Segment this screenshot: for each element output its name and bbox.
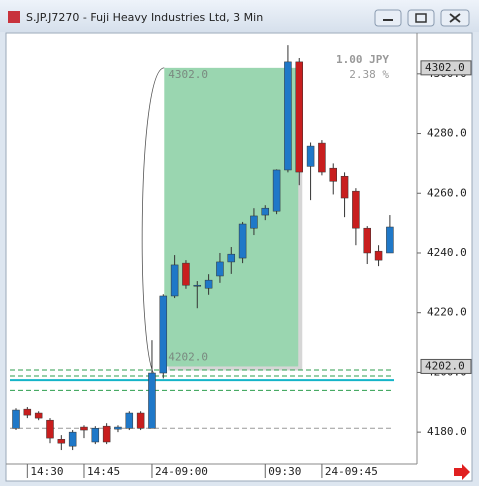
price-tag	[420, 60, 472, 76]
candle-body	[306, 145, 315, 167]
x-tick-label: 24-09:00	[155, 465, 208, 478]
x-tick-label: 14:30	[30, 465, 63, 478]
candle-body	[125, 412, 134, 429]
candle-body	[68, 431, 77, 447]
candle-body	[102, 425, 111, 443]
maximize-button[interactable]	[407, 9, 435, 27]
price-tag-label: 4302.0	[425, 61, 465, 74]
candle-body	[363, 227, 371, 254]
candle-body	[318, 142, 326, 173]
candle-body	[386, 226, 394, 254]
candle-body	[284, 61, 292, 171]
candle-body	[80, 426, 88, 431]
candle-body	[261, 207, 270, 216]
candle-body	[216, 261, 224, 277]
candle-body	[340, 175, 349, 199]
measure-change: 1.00 JPY	[336, 53, 389, 66]
measure-percent: 2.38 %	[349, 68, 389, 81]
candle-body	[46, 419, 54, 439]
candle-body	[170, 264, 179, 297]
y-tick-label: 4180.0	[427, 425, 467, 438]
close-icon	[449, 13, 461, 23]
candle-body	[159, 295, 168, 374]
candle-body	[374, 250, 383, 261]
candle-body	[91, 428, 100, 443]
price-tag-label: 4202.0	[425, 359, 465, 372]
measure-low-label: 4202.0	[168, 350, 208, 363]
candle-body	[329, 167, 337, 182]
candle-body	[23, 408, 32, 416]
candle-body	[34, 412, 43, 419]
candle-body	[57, 439, 66, 444]
window-icon	[8, 11, 20, 23]
candle-body	[227, 253, 236, 263]
maximize-icon	[415, 13, 427, 23]
y-tick-label: 4240.0	[427, 246, 467, 259]
y-tick-label: 4280.0	[427, 127, 467, 140]
scroll-arrow[interactable]	[454, 464, 470, 480]
candle-body	[182, 262, 190, 286]
price-tag	[420, 358, 472, 374]
candle-body	[272, 169, 281, 212]
candle-body	[238, 223, 247, 259]
measure-high-label: 4302.0	[168, 68, 208, 81]
candle-body	[193, 284, 202, 287]
minimize-button[interactable]	[374, 9, 402, 27]
measure-arc	[141, 67, 165, 377]
x-tick-label: 09:30	[268, 465, 301, 478]
y-tick-label: 4220.0	[427, 306, 467, 319]
measure-box	[164, 67, 299, 367]
x-tick-label: 24-09:45	[325, 465, 378, 478]
candle-body	[12, 409, 20, 429]
candle-body	[295, 61, 303, 173]
candle-body	[204, 279, 213, 289]
y-tick-label: 4260.0	[427, 186, 467, 199]
candle-body	[114, 426, 122, 430]
candle-body	[352, 190, 360, 229]
candle-body	[250, 215, 258, 229]
window-title: S.JP.J7270 - Fuji Heavy Industries Ltd, …	[26, 11, 263, 24]
x-tick-label: 14:45	[87, 465, 120, 478]
candle-body	[148, 372, 156, 429]
candle-body	[136, 412, 145, 429]
